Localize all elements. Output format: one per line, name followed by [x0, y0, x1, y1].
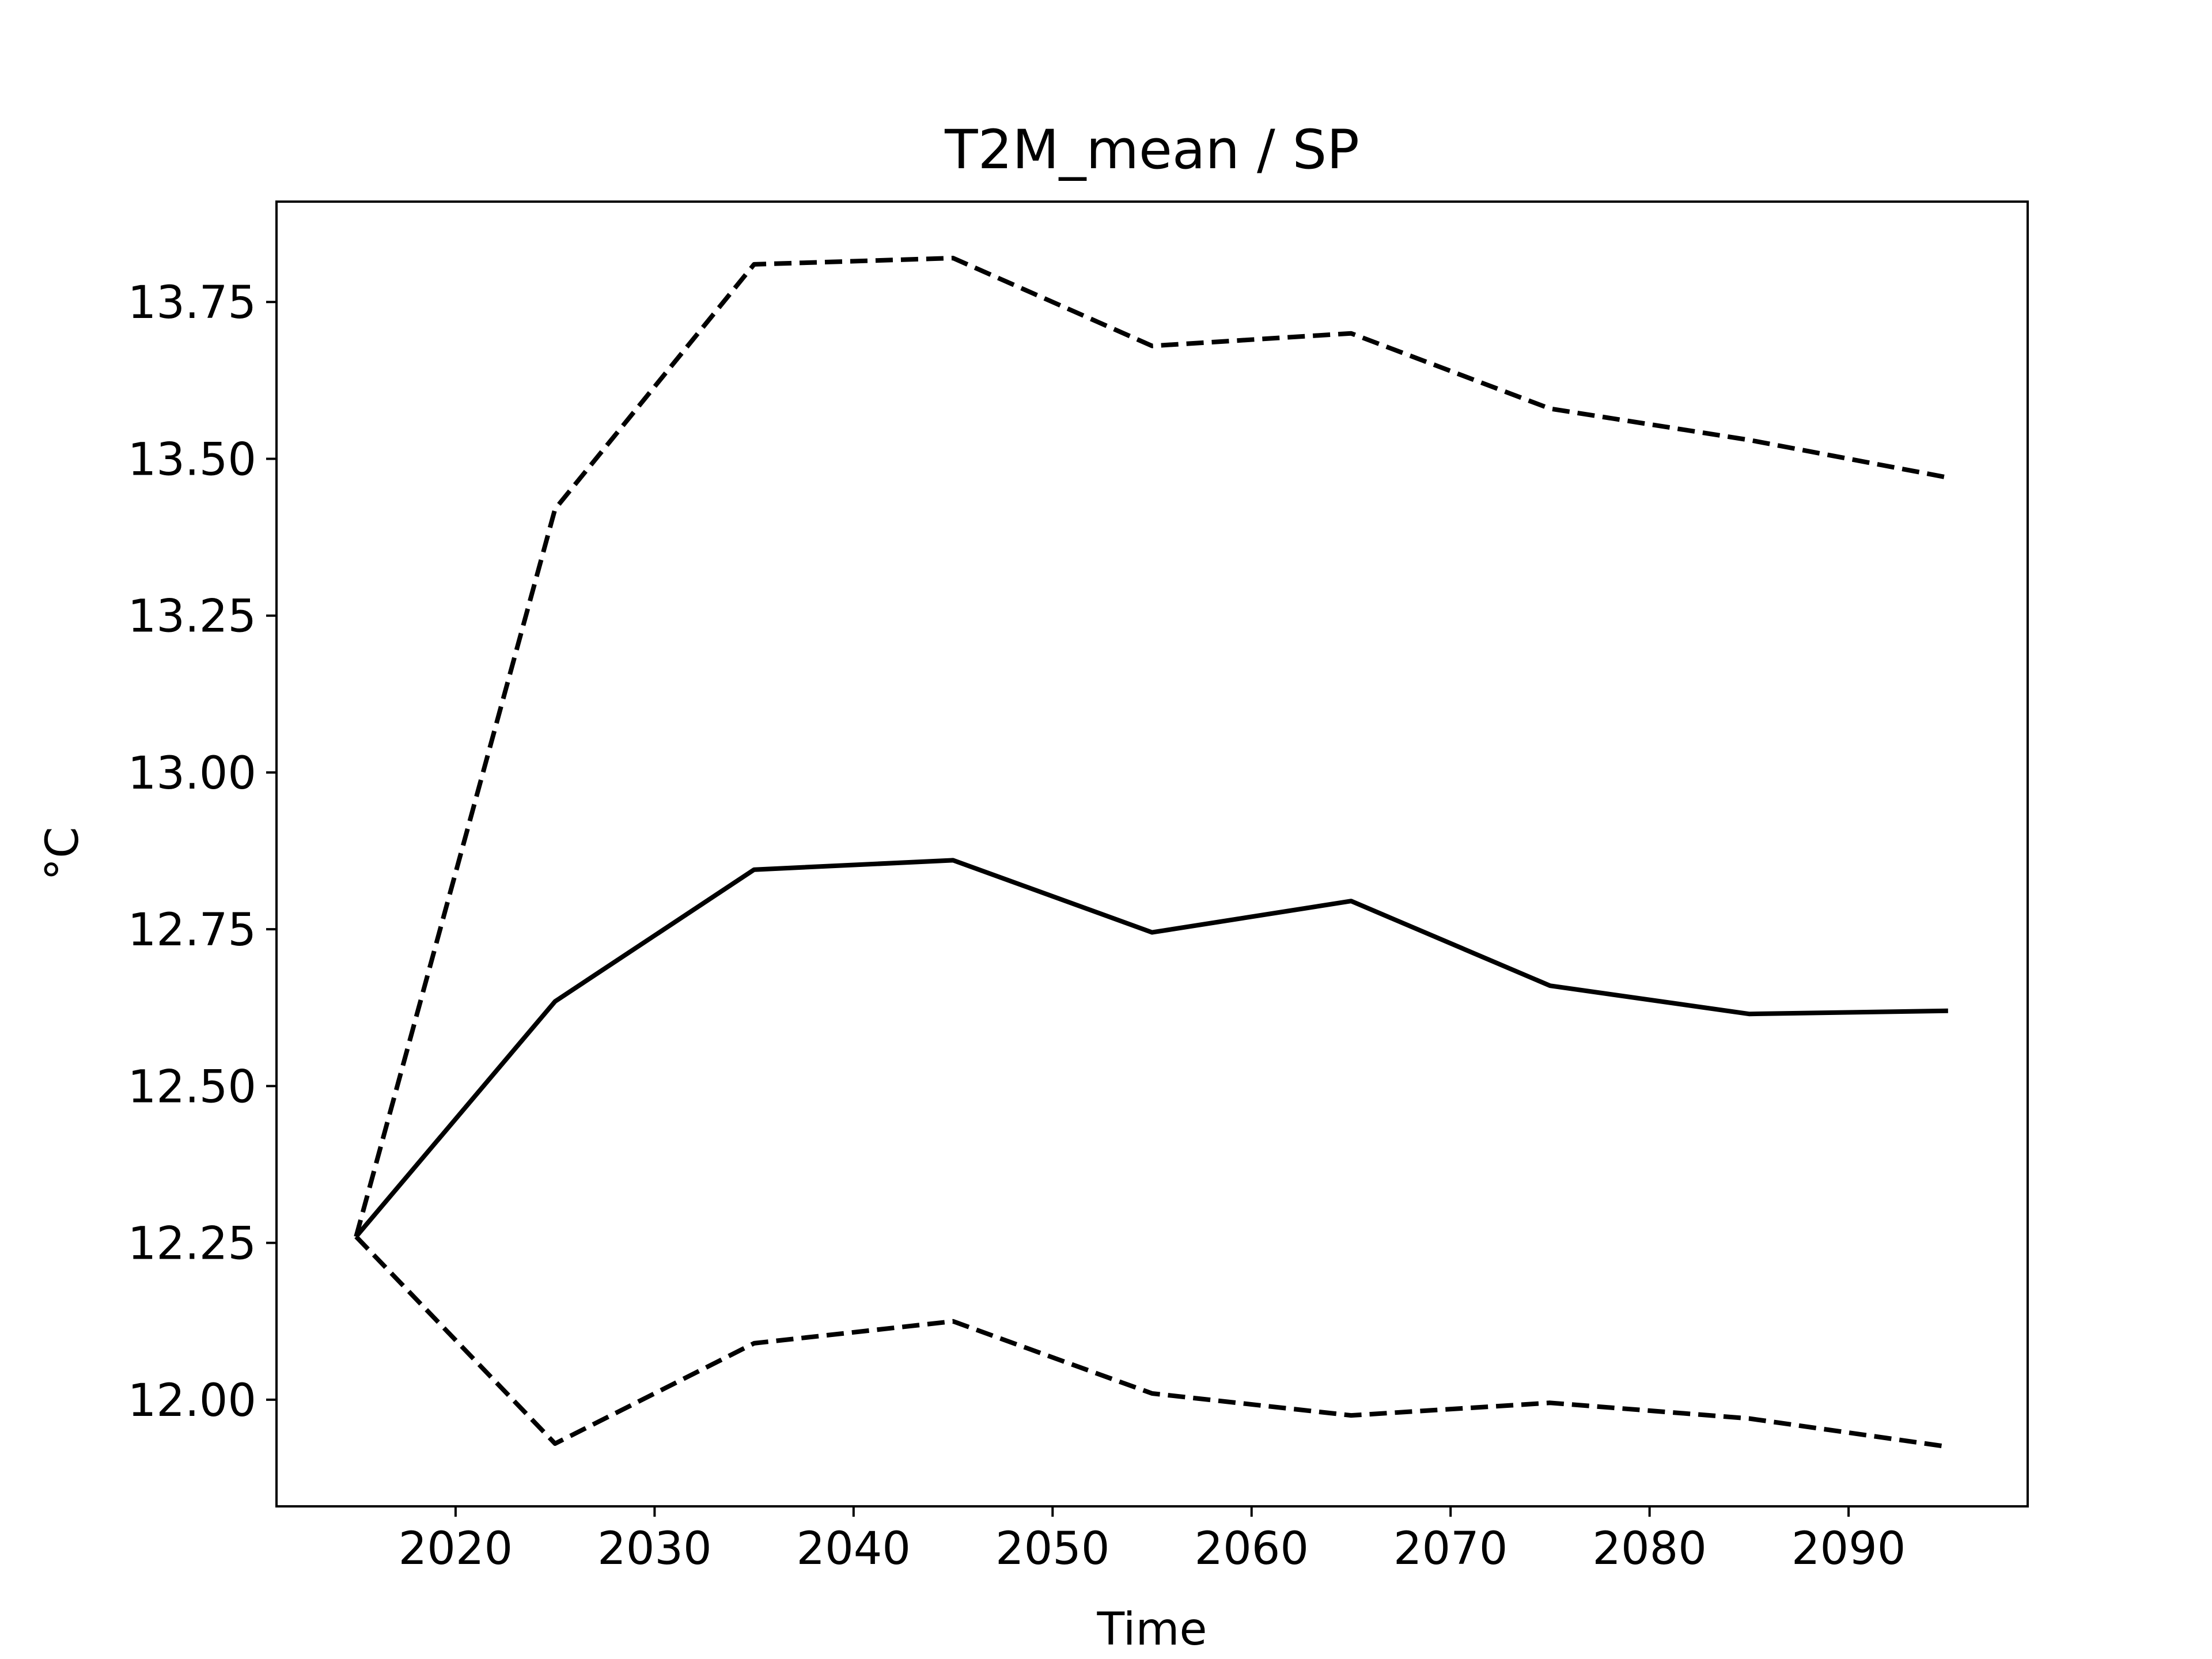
chart-title: T2M_mean / SP	[944, 119, 1359, 181]
y-tick-label: 12.75	[128, 904, 256, 956]
x-tick-label: 2070	[1393, 1523, 1508, 1575]
y-tick-label: 13.75	[128, 277, 256, 329]
y-axis: 12.00 12.25 12.50 12.75 13.00 13.25 13.50 13.75	[128, 277, 276, 1427]
plot-frame	[275, 200, 2029, 1508]
y-tick-label: 12.25	[128, 1218, 256, 1270]
x-tick-label: 2020	[399, 1523, 513, 1575]
y-tick-label: 12.00	[128, 1375, 256, 1427]
y-tick-label: 13.50	[128, 434, 256, 486]
x-tick-label: 2080	[1592, 1523, 1707, 1575]
series-lower-dashed-line	[354, 1235, 1949, 1449]
series-upper-dashed-line	[354, 256, 1949, 1237]
series-mean-line	[354, 858, 1948, 1238]
series-layer	[354, 256, 1949, 1449]
x-axis: 2020 2030 2040 2050 2060 2070 2080 2090	[399, 1506, 1906, 1575]
y-tick-label: 13.00	[128, 748, 256, 800]
y-tick-label: 12.50	[128, 1061, 256, 1113]
x-axis-label: Time	[1097, 1604, 1207, 1656]
x-tick-label: 2050	[995, 1523, 1110, 1575]
y-axis-label: °C	[37, 827, 89, 880]
x-tick-label: 2030	[597, 1523, 712, 1575]
y-tick-label: 13.25	[128, 591, 256, 643]
x-tick-label: 2090	[1791, 1523, 1906, 1575]
x-tick-label: 2060	[1194, 1523, 1309, 1575]
x-tick-label: 2040	[797, 1523, 911, 1575]
